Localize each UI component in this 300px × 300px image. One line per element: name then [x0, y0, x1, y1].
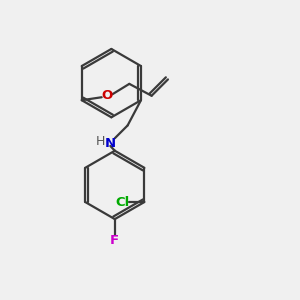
Text: N: N [105, 136, 116, 149]
Text: O: O [101, 89, 112, 102]
Text: F: F [110, 234, 119, 247]
Text: Cl: Cl [115, 196, 129, 208]
Text: H: H [96, 135, 106, 148]
